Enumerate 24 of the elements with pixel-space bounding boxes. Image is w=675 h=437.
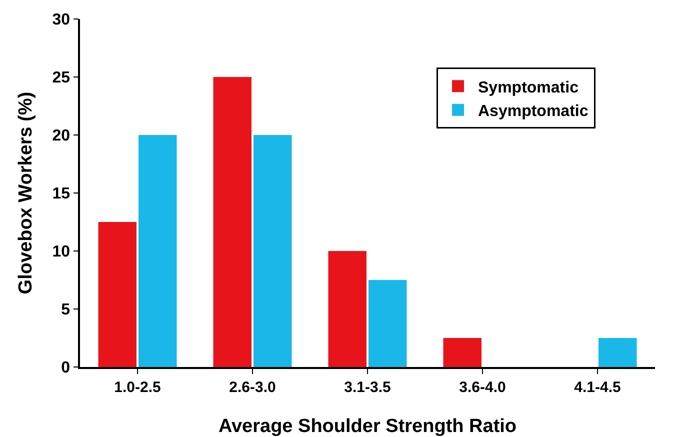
- x-tick-label: 3.1-3.5: [344, 378, 391, 396]
- x-tick-label: 4.1-4.5: [574, 378, 621, 396]
- y-tick-label: 20: [52, 128, 70, 145]
- x-tick-label: 2.6-3.0: [229, 378, 276, 396]
- y-tick-label: 5: [61, 302, 70, 319]
- bar: [598, 338, 637, 367]
- bar: [328, 251, 366, 367]
- y-tick-label: 10: [52, 244, 70, 261]
- y-tick-label: 15: [52, 186, 70, 203]
- legend-label: Asymptomatic: [478, 103, 588, 120]
- bar: [443, 338, 482, 367]
- bar: [138, 135, 177, 367]
- x-axis-title: Average Shoulder Strength Ratio: [218, 416, 517, 437]
- legend-label: Symptomatic: [478, 79, 579, 96]
- x-tick-label: 1.0-2.5: [114, 378, 161, 396]
- y-tick-label: 25: [52, 70, 70, 87]
- y-tick-label: 0: [61, 360, 70, 377]
- bar: [254, 135, 292, 367]
- y-axis-title: Glovebox Workers (%): [16, 92, 36, 294]
- x-tick-label: 3.6-4.0: [459, 378, 506, 396]
- bar: [213, 77, 252, 367]
- y-tick-label: 30: [52, 12, 70, 29]
- bar: [98, 222, 136, 367]
- bar: [368, 280, 407, 367]
